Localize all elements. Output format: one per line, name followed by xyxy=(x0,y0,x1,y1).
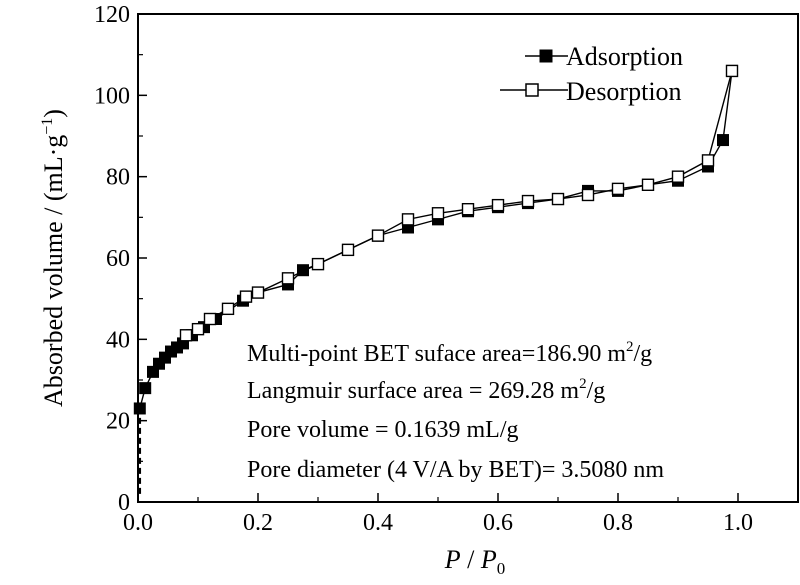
x-axis: 0.0 0.2 0.4 0.6 0.8 1.0 xyxy=(123,493,799,536)
desorption-point xyxy=(611,182,625,196)
desorption-point xyxy=(203,312,217,326)
desorption-point xyxy=(431,207,445,220)
y-axis-label: Absorbed volume / (mL·g−1) xyxy=(39,109,68,407)
desorption-point xyxy=(371,229,385,242)
adsorption-point xyxy=(133,402,146,415)
desorption-line xyxy=(185,70,733,336)
annotation-pore-volume: Pore volume = 0.1639 mL/g xyxy=(247,417,519,443)
x-tick-label: 0.6 xyxy=(483,510,513,536)
legend-label-adsorption: Adsorption xyxy=(566,42,683,71)
annotation-bet-surface-area: Multi-point BET suface area=186.90 m2/g xyxy=(247,339,652,367)
y-tick-label: 40 xyxy=(106,327,130,353)
desorption-point xyxy=(341,243,355,257)
legend-item-desorption: Desorption xyxy=(500,77,682,106)
adsorption-point xyxy=(717,134,729,147)
x-tick-label: 0.2 xyxy=(243,510,273,536)
y-tick-label: 60 xyxy=(106,246,130,272)
legend-marker-filled-square xyxy=(539,49,553,63)
y-axis: 0 20 40 60 80 100 120 xyxy=(94,2,147,516)
desorption-point xyxy=(281,272,295,285)
desorption-point xyxy=(671,170,685,183)
desorption-point xyxy=(179,329,193,342)
desorption-point xyxy=(191,322,205,336)
legend: Adsorption Desorption xyxy=(500,42,683,106)
annotation-block: Multi-point BET suface area=186.90 m2/g … xyxy=(247,339,664,483)
desorption-point xyxy=(311,257,325,271)
y-tick-label: 80 xyxy=(106,165,130,191)
y-tick-label: 20 xyxy=(106,409,130,435)
desorption-point xyxy=(491,198,505,212)
desorption-point xyxy=(461,202,475,216)
y-tick-label: 100 xyxy=(94,83,130,109)
desorption-point xyxy=(551,192,565,206)
x-tick-label: 0.8 xyxy=(603,510,633,536)
legend-item-adsorption: Adsorption xyxy=(525,42,683,71)
desorption-point xyxy=(701,154,715,167)
annotation-pore-diameter: Pore diameter (4 V/A by BET)= 3.5080 nm xyxy=(247,457,664,483)
adsorption-point xyxy=(297,264,309,277)
x-tick-label: 1.0 xyxy=(723,510,753,536)
desorption-point xyxy=(725,64,739,78)
desorption-point xyxy=(251,286,265,299)
annotation-langmuir-surface-area: Langmuir surface area = 269.28 m2/g xyxy=(247,376,605,404)
desorption-point xyxy=(641,178,655,192)
legend-marker-open-square xyxy=(525,83,539,97)
x-tick-label: 0.0 xyxy=(123,510,153,536)
desorption-point xyxy=(581,188,595,202)
x-axis-label: P / P0 xyxy=(444,545,506,578)
series-layer xyxy=(133,64,739,494)
desorption-point xyxy=(401,213,415,226)
desorption-point xyxy=(521,194,535,208)
desorption-point xyxy=(239,290,253,303)
y-tick-label: 120 xyxy=(94,2,130,28)
legend-label-desorption: Desorption xyxy=(566,77,682,106)
y-tick-label: 0 xyxy=(118,490,130,516)
adsorption-point xyxy=(139,382,152,395)
desorption-point xyxy=(221,302,235,316)
x-tick-label: 0.4 xyxy=(363,510,393,536)
